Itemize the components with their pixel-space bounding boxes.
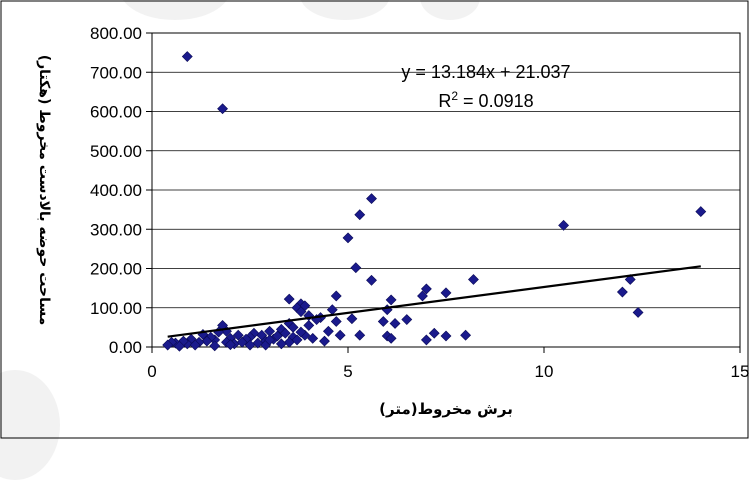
y-axis: 0.00 100.00 200.00 300.00 400.00 500.00 600.00… — [90, 24, 152, 357]
data-point — [440, 330, 452, 342]
data-point — [232, 329, 244, 341]
data-point — [342, 232, 354, 244]
data-point — [189, 339, 201, 351]
data-point — [440, 287, 452, 299]
data-point — [632, 307, 644, 318]
y-gridlines — [152, 71, 740, 309]
data-point — [417, 290, 428, 302]
watermark-blob — [420, 0, 480, 20]
data-point — [334, 329, 346, 341]
data-points — [162, 51, 707, 352]
x-tick-label: 15 — [731, 362, 749, 381]
data-point — [389, 318, 401, 329]
data-point — [695, 206, 707, 218]
data-point — [354, 209, 366, 221]
data-point — [366, 193, 377, 205]
data-point — [319, 335, 330, 347]
data-point — [616, 286, 628, 298]
data-point — [201, 335, 213, 347]
x-tick-label: 5 — [343, 362, 352, 381]
data-point — [330, 316, 342, 327]
data-point — [295, 306, 307, 318]
data-point — [460, 329, 472, 341]
data-point — [385, 294, 397, 306]
y-tick-label: 200.00 — [90, 260, 142, 279]
y-tick-label: 700.00 — [90, 63, 142, 82]
watermark-blob — [300, 0, 390, 20]
data-point — [330, 290, 342, 302]
data-point — [283, 293, 295, 305]
y-tick-label: 500.00 — [90, 142, 142, 161]
scatter-chart: 0.00 100.00 200.00 300.00 400.00 500.00 600.00… — [0, 0, 749, 439]
data-point — [162, 339, 174, 351]
y-axis-label: مساحت حوضه بالادست مخروط (هکتار) — [36, 55, 52, 326]
data-point — [468, 274, 479, 285]
data-point — [275, 338, 287, 350]
watermark-blob — [120, 0, 230, 20]
data-point — [428, 327, 440, 339]
data-point — [279, 327, 291, 339]
data-point — [303, 319, 315, 331]
data-point — [291, 334, 303, 346]
data-point — [354, 329, 366, 341]
y-tick-label: 100.00 — [90, 299, 142, 318]
data-point — [346, 313, 358, 325]
x-axis: 0 5 10 15 — [147, 347, 749, 381]
data-point — [272, 330, 283, 342]
data-point — [401, 314, 413, 325]
data-point — [385, 332, 397, 344]
data-point — [217, 103, 228, 115]
data-point — [295, 326, 307, 338]
data-point — [307, 332, 319, 344]
y-tick-label: 800.00 — [90, 24, 142, 43]
data-point — [174, 340, 185, 352]
y-tick-label: 300.00 — [90, 220, 142, 239]
y-tick-label: 0.00 — [109, 338, 142, 357]
trendline — [167, 265, 701, 338]
y-tick-label: 600.00 — [90, 103, 142, 122]
data-point — [558, 219, 570, 231]
data-point — [377, 316, 389, 327]
data-point — [283, 336, 295, 348]
data-point — [350, 262, 362, 274]
chart-frame — [0, 0, 749, 439]
data-point — [420, 283, 432, 295]
data-point — [322, 325, 334, 337]
y-tick-label: 400.00 — [90, 181, 142, 200]
data-point — [264, 334, 276, 346]
data-point — [244, 339, 256, 351]
data-point — [236, 336, 248, 348]
data-point — [209, 340, 221, 352]
trendline-equation: y = 13.184x + 21.037 — [401, 62, 570, 82]
data-point — [326, 304, 338, 316]
trendline-r-squared: R2 = 0.0918 — [438, 89, 533, 111]
data-point — [420, 334, 432, 346]
x-tick-label: 0 — [147, 362, 156, 381]
x-tick-label: 10 — [535, 362, 554, 381]
data-point — [181, 51, 193, 62]
x-axis-label: برش مخروط(متر) — [379, 400, 513, 418]
data-point — [366, 274, 377, 286]
data-point — [224, 339, 236, 351]
